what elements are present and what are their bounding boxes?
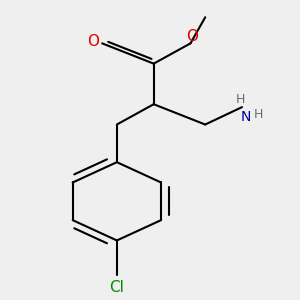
Text: O: O [186,28,198,44]
Text: N: N [241,110,251,124]
Text: Cl: Cl [110,280,124,295]
Text: O: O [87,34,99,50]
Text: H: H [254,108,263,121]
Text: H: H [236,93,245,106]
